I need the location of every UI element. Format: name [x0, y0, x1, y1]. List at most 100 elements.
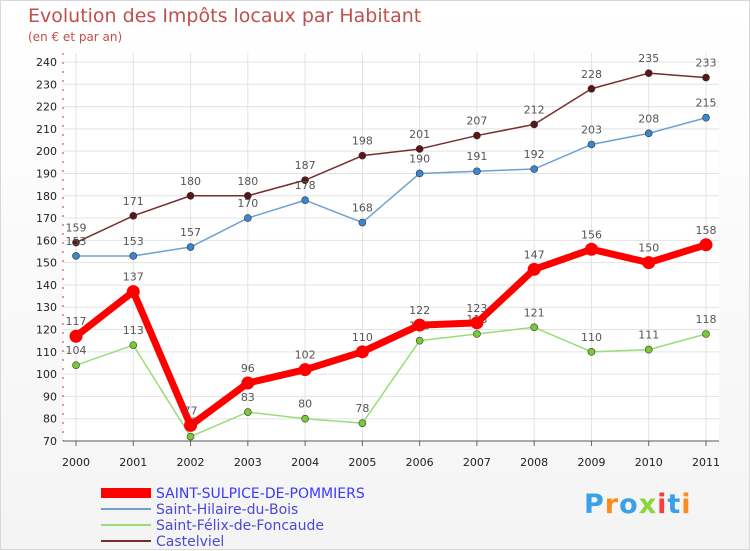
data-point [699, 238, 713, 252]
data-label: 192 [524, 148, 545, 161]
logo-letter: x [638, 489, 658, 520]
data-point [301, 176, 309, 184]
data-label: 180 [180, 175, 201, 188]
data-label: 111 [638, 329, 659, 342]
y-tick-label: 110 [36, 346, 57, 359]
y-tick-label: 170 [36, 212, 57, 225]
data-point [473, 167, 481, 176]
data-point [129, 341, 138, 349]
y-tick-label: 120 [36, 324, 57, 337]
data-point [358, 419, 367, 427]
data-label: 190 [409, 152, 430, 165]
data-point [72, 361, 80, 370]
data-point [530, 120, 538, 129]
legend-label: Saint-Hilaire-du-Bois [156, 502, 298, 518]
data-point [702, 113, 710, 122]
data-label: 212 [524, 103, 545, 116]
data-point [298, 363, 312, 377]
data-point [584, 242, 598, 256]
data-point [358, 151, 367, 160]
x-tick-label: 2002 [177, 456, 205, 469]
legend-label: Saint-Félix-de-Foncaude [156, 518, 324, 534]
data-label: 77 [184, 404, 198, 417]
series-saint-hilaire-du-bois: 153 153 157 170 178 168 190 191 192 203 208 215 [66, 97, 717, 260]
data-label: 104 [66, 344, 87, 357]
data-point [129, 212, 138, 220]
x-tick-label: 2008 [520, 456, 548, 469]
y-tick-label: 70 [43, 435, 57, 448]
data-label: 215 [696, 97, 717, 110]
data-label: 83 [241, 391, 255, 404]
x-tick-label: 2007 [463, 456, 491, 469]
x-tick-label: 2010 [635, 456, 663, 469]
data-point [186, 432, 195, 441]
data-point [186, 243, 195, 251]
data-point [413, 318, 427, 332]
x-tick-label: 2005 [348, 456, 376, 469]
data-label: 228 [581, 68, 602, 81]
data-point [644, 345, 653, 354]
data-point [244, 191, 252, 200]
data-label: 123 [466, 302, 487, 315]
data-label: 178 [295, 179, 316, 192]
data-point [129, 252, 138, 260]
series-line [73, 241, 708, 429]
data-point [473, 330, 481, 338]
legend-label: SAINT-SULPICE-DE-POMMIERS [156, 486, 365, 502]
data-label: 117 [66, 315, 87, 328]
y-tick-label: 140 [36, 279, 57, 292]
data-label: 156 [581, 228, 602, 241]
data-label: 80 [298, 398, 312, 411]
data-point [69, 329, 83, 343]
y-tick-label: 240 [36, 56, 57, 69]
data-label: 159 [66, 222, 87, 235]
y-tick-label: 100 [36, 368, 57, 381]
data-point [244, 408, 252, 416]
x-tick-label: 2006 [406, 456, 434, 469]
data-label: 102 [295, 349, 316, 362]
data-point [301, 414, 309, 423]
data-label: 203 [581, 123, 602, 136]
y-tick-label: 210 [36, 123, 57, 136]
logo-letter: r [604, 489, 620, 520]
y-tick-label: 190 [36, 167, 57, 180]
data-point [415, 336, 424, 345]
proxiti-logo: Proxiti [584, 489, 692, 520]
series-saint-sulpice-de-pommiers: 117 137 77 96 102 110 122 123 147 156 150 158 [66, 224, 717, 432]
data-label: 118 [696, 313, 717, 326]
data-point [184, 418, 198, 432]
data-point [72, 238, 80, 247]
y-tick-label: 180 [36, 190, 57, 203]
x-tick-label: 2000 [62, 456, 90, 469]
y-tick-label: 230 [36, 78, 57, 91]
y-tick-label: 80 [43, 413, 57, 426]
data-label: 150 [638, 242, 659, 255]
x-tick-label: 2009 [577, 456, 605, 469]
data-point [355, 345, 369, 359]
data-point [702, 73, 710, 82]
data-label: 180 [237, 175, 258, 188]
series-line [75, 326, 707, 438]
data-label: 168 [352, 202, 373, 215]
data-point [587, 84, 596, 93]
data-point [186, 191, 195, 200]
data-label: 170 [237, 197, 258, 210]
data-point [530, 165, 538, 173]
data-label: 121 [524, 306, 545, 319]
logo-letter: t [667, 489, 682, 520]
y-tick-label: 90 [43, 390, 57, 403]
data-label: 153 [123, 235, 144, 248]
data-label: 191 [466, 150, 487, 163]
data-point [126, 285, 140, 299]
data-label: 187 [295, 159, 316, 172]
x-tick-label: 2003 [234, 456, 262, 469]
data-label: 110 [581, 331, 602, 344]
data-point [644, 69, 653, 77]
logo-letter: P [584, 489, 605, 520]
legend-label: Castelviel [156, 534, 224, 550]
data-label: 153 [66, 235, 87, 248]
data-point [587, 348, 596, 356]
data-point [244, 214, 252, 222]
data-point [415, 169, 424, 178]
